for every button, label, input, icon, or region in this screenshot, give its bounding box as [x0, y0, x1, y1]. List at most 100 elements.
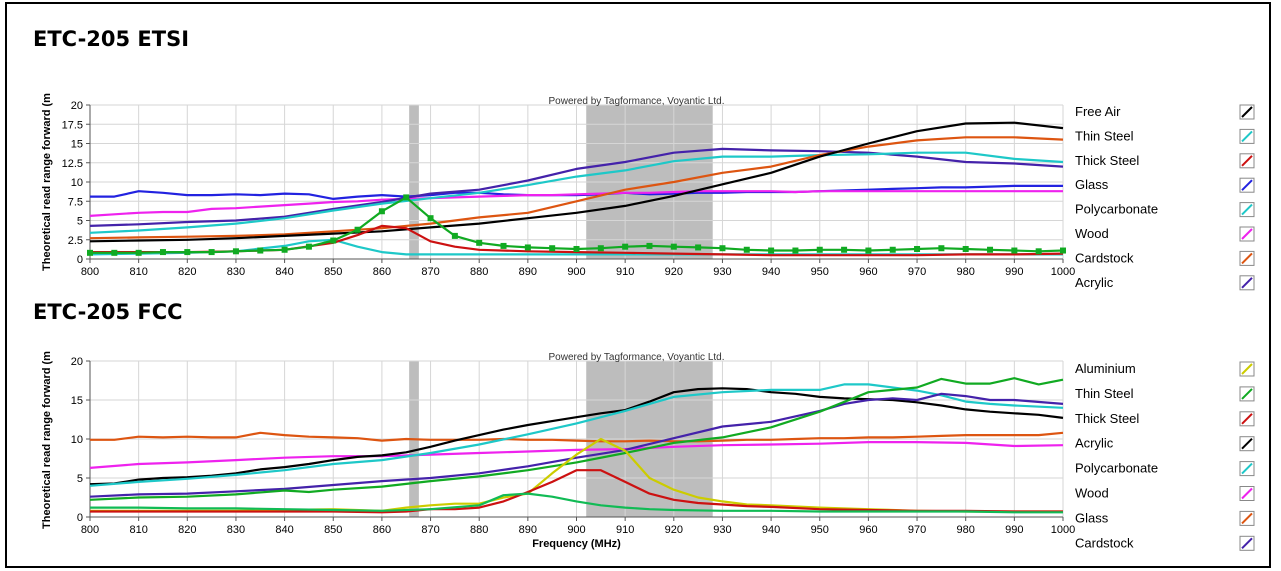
data-point — [232, 248, 239, 255]
legend-swatch-line — [1241, 413, 1253, 425]
x-tick-label: 960 — [859, 524, 877, 536]
y-tick-label: 10 — [71, 434, 83, 446]
data-point — [500, 242, 507, 249]
data-point — [305, 243, 312, 250]
legend-swatch-line — [1241, 388, 1253, 400]
x-tick-label: 970 — [908, 524, 926, 536]
data-point — [768, 247, 775, 254]
data-point — [987, 246, 994, 253]
x-tick-label: 920 — [665, 524, 683, 536]
data-point — [622, 243, 629, 250]
data-point — [865, 247, 872, 254]
x-tick-label: 840 — [275, 266, 293, 278]
data-point — [670, 243, 677, 250]
data-point — [597, 245, 604, 252]
x-tick-label: 1000 — [1051, 524, 1075, 536]
legend-label: Glass — [1075, 177, 1109, 192]
x-tick-label: 930 — [713, 524, 731, 536]
legend-swatch-line — [1241, 512, 1253, 525]
x-tick-label: 910 — [616, 266, 634, 278]
legend-label: Wood — [1075, 226, 1109, 241]
data-point — [889, 246, 896, 253]
legend-label: Cardstock — [1075, 535, 1134, 550]
series-line — [89, 441, 1064, 469]
y-axis-label: Theoretical read range forward (m — [41, 93, 53, 271]
chart-1: 800 810 820 830 840 850 860 870 880 890 900 910 920 9… — [41, 351, 1255, 551]
x-tick-label: 950 — [811, 266, 829, 278]
data-point — [354, 226, 361, 233]
watermark-text: Powered by Tagformance, Voyantic Ltd. — [548, 352, 724, 363]
x-tick-label: 950 — [811, 524, 829, 536]
series-line — [89, 387, 1064, 486]
x-tick-label: 860 — [373, 524, 391, 536]
y-tick-label: 0 — [77, 254, 83, 266]
data-point — [427, 215, 434, 222]
legend-swatch-line — [1241, 437, 1253, 450]
x-tick-label: 940 — [762, 524, 780, 536]
series-line — [89, 147, 1064, 227]
x-tick-label: 820 — [178, 524, 196, 536]
x-tick-label: 890 — [519, 266, 537, 278]
series-line — [89, 121, 1064, 243]
legend-swatch-line — [1241, 487, 1253, 500]
legend-label: Thin Steel — [1075, 386, 1134, 401]
y-tick-label: 5 — [77, 216, 83, 228]
legend-label: Glass — [1075, 510, 1109, 525]
y-tick-label: 20 — [71, 100, 83, 112]
data-point — [257, 247, 264, 254]
y-tick-label: 10 — [71, 177, 83, 189]
y-tick-label: 0 — [77, 512, 83, 524]
x-tick-label: 800 — [81, 524, 99, 536]
x-tick-label: 980 — [957, 524, 975, 536]
x-tick-label: 890 — [519, 524, 537, 536]
data-point — [792, 247, 799, 254]
data-point — [281, 246, 288, 253]
data-point — [573, 245, 580, 252]
data-point — [1011, 247, 1018, 254]
data-point — [524, 244, 531, 251]
x-tick-label: 920 — [665, 266, 683, 278]
data-point — [159, 249, 166, 256]
y-tick-label: 2.5 — [68, 235, 83, 247]
y-tick-label: 15 — [71, 395, 83, 407]
legend-swatch-line — [1241, 228, 1253, 240]
x-tick-label: 940 — [762, 266, 780, 278]
x-tick-label: 900 — [567, 524, 585, 536]
chart-title-fcc: ETC-205 FCC — [33, 300, 183, 324]
series-line — [90, 469, 1063, 514]
x-tick-label: 850 — [324, 266, 342, 278]
data-point — [841, 246, 848, 253]
legend-swatch-line — [1241, 252, 1253, 265]
data-point — [816, 246, 823, 253]
y-tick-label: 20 — [71, 356, 83, 368]
x-tick-label: 810 — [129, 524, 147, 536]
legend-label: Cardstock — [1075, 250, 1134, 265]
x-tick-label: 980 — [957, 266, 975, 278]
data-point — [962, 245, 969, 252]
y-tick-label: 15 — [71, 139, 83, 151]
data-point — [184, 249, 191, 256]
legend-label: Wood — [1075, 486, 1109, 501]
legend-label: Aluminium — [1075, 361, 1136, 376]
x-tick-label: 970 — [908, 266, 926, 278]
legend-swatch-line — [1241, 277, 1253, 289]
legend-swatch-line — [1241, 106, 1253, 118]
x-tick-label: 990 — [1005, 524, 1023, 536]
data-point — [1035, 248, 1042, 255]
x-tick-label: 960 — [859, 266, 877, 278]
x-tick-label: 880 — [470, 266, 488, 278]
y-tick-label: 5 — [77, 473, 83, 485]
data-point — [914, 245, 921, 252]
y-tick-label: 17.5 — [62, 119, 83, 131]
series-line — [89, 151, 1064, 234]
legend-swatch-line — [1241, 179, 1253, 191]
x-tick-label: 850 — [324, 524, 342, 536]
data-point — [87, 249, 93, 256]
legend-label: Polycarbonate — [1075, 202, 1158, 217]
x-tick-label: 810 — [129, 266, 147, 278]
legend-swatch-line — [1241, 130, 1253, 143]
x-tick-label: 830 — [227, 524, 245, 536]
legend-swatch-line — [1241, 155, 1253, 167]
data-point — [549, 245, 556, 252]
